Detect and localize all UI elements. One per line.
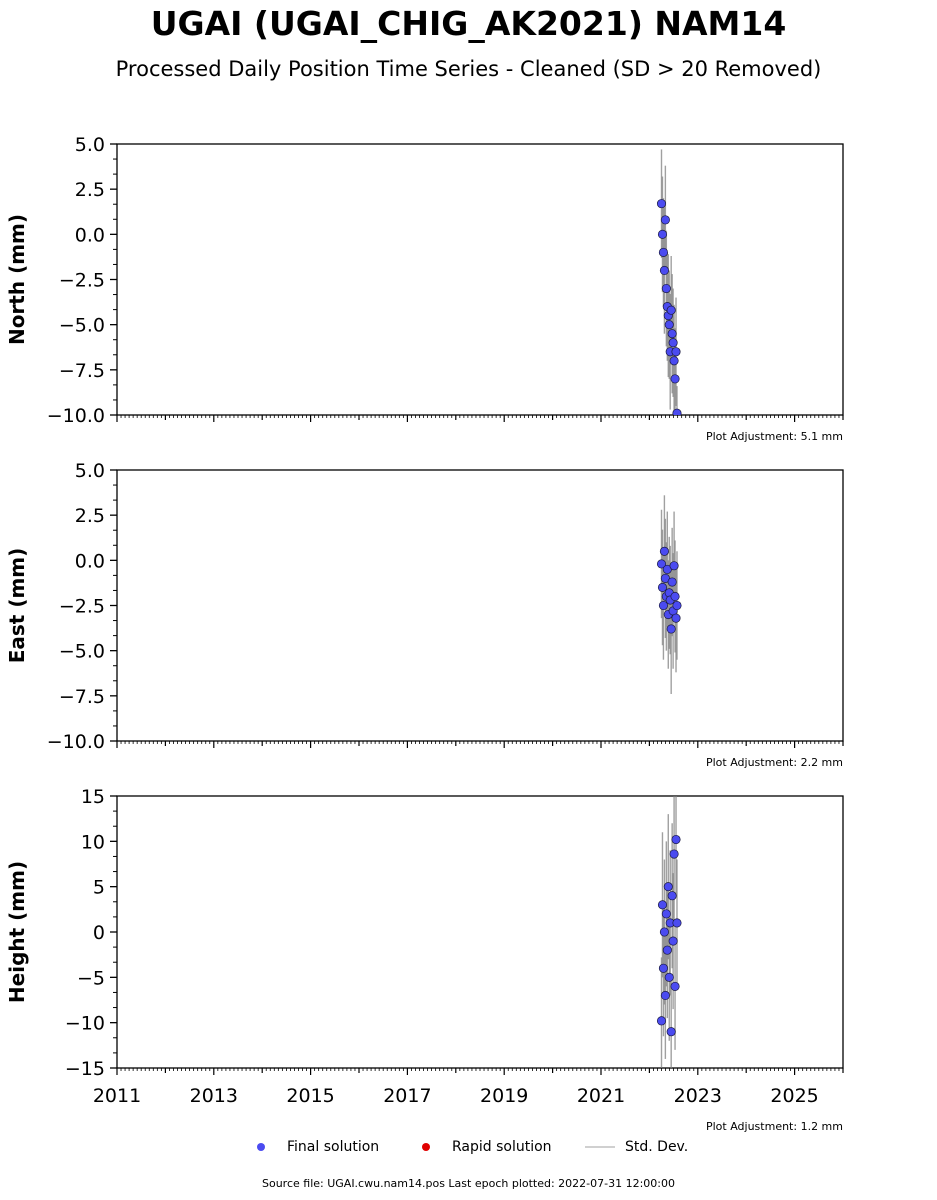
final-solution-marker-icon (257, 1143, 265, 1151)
east-plot-adjustment: Plot Adjustment: 2.2 mm (705, 756, 843, 769)
north-data-point (669, 356, 679, 366)
legend-final-label: Final solution (287, 1139, 380, 1155)
height-data-point (668, 936, 678, 946)
height-y-axis-label: Height (mm) (5, 861, 29, 1003)
north-data-point (666, 305, 676, 315)
north-data-point (667, 329, 677, 339)
north-data-point (661, 283, 671, 294)
height-y-tick-label: 10 (81, 831, 105, 853)
rapid-solution-marker-icon (422, 1143, 430, 1151)
x-tick-label: 2021 (577, 1085, 625, 1107)
x-tick-label: 2019 (480, 1085, 528, 1107)
legend-std: Std. Dev. (585, 1138, 705, 1156)
legend-std-label: Std. Dev. (625, 1139, 689, 1155)
source-footer: Source file: UGAI.cwu.nam14.pos Last epo… (261, 1177, 676, 1190)
std-dev-line-icon (585, 1146, 615, 1148)
north-y-tick-label: −7.5 (59, 360, 105, 382)
north-data-point (672, 408, 682, 415)
north-y-tick-label: −10.0 (47, 405, 105, 427)
north-data-point (671, 347, 681, 357)
height-y-tick-label: −5 (77, 967, 105, 989)
height-plot-adjustment: Plot Adjustment: 1.2 mm (705, 1120, 843, 1133)
legend-rapid: Rapid solution (422, 1138, 562, 1156)
height-data-point (672, 918, 682, 928)
height-data-point (660, 990, 670, 1001)
east-data-point (670, 591, 680, 602)
north-data-point (664, 320, 674, 330)
x-tick-label: 2011 (93, 1085, 141, 1107)
north-y-axis-label: North (mm) (5, 214, 29, 345)
north-data-point (670, 374, 680, 384)
east-y-axis-label: East (mm) (5, 548, 29, 664)
height-data-point (666, 1027, 676, 1037)
east-y-tick-label: −7.5 (59, 686, 105, 708)
east-y-tick-label: 0.0 (75, 550, 105, 572)
height-data-point (657, 900, 668, 910)
height-plot-frame (116, 795, 844, 1069)
height-y-tick-label: 5 (93, 877, 105, 899)
north-y-tick-label: −2.5 (59, 270, 105, 292)
height-data-point (669, 849, 679, 859)
east-y-tick-label: −10.0 (47, 731, 105, 753)
north-y-tick-label: 2.5 (75, 179, 105, 201)
height-data-point (667, 891, 677, 901)
height-data-point (671, 834, 681, 845)
north-data-point (659, 265, 669, 276)
height-data-point (658, 963, 668, 973)
north-data-point (656, 199, 667, 209)
height-y-tick-label: −10 (65, 1013, 105, 1035)
east-data-point (669, 561, 679, 571)
east-plot-frame (116, 469, 844, 742)
legend-final: Final solution (257, 1138, 397, 1156)
north-plot-adjustment: Plot Adjustment: 5.1 mm (705, 430, 843, 443)
chart-subtitle: Processed Daily Position Time Series - C… (115, 57, 822, 81)
north-y-tick-label: 5.0 (75, 134, 105, 156)
north-data-point (657, 229, 668, 239)
chart-title: UGAI (UGAI_CHIG_AK2021) NAM14 (150, 4, 787, 43)
east-data-point (666, 624, 676, 634)
north-data-point (658, 247, 668, 257)
north-y-tick-label: 0.0 (75, 224, 105, 246)
x-tick-label: 2015 (286, 1085, 334, 1107)
height-y-tick-label: 15 (81, 786, 105, 808)
east-data-point (656, 559, 667, 569)
north-data-point (668, 338, 678, 348)
x-tick-label: 2025 (770, 1085, 818, 1107)
height-y-tick-label: 0 (93, 922, 105, 944)
east-data-point (659, 546, 669, 556)
height-data-point (656, 1016, 667, 1026)
east-y-tick-label: −2.5 (59, 596, 105, 618)
height-y-tick-label: −15 (65, 1058, 105, 1080)
x-tick-label: 2013 (190, 1085, 238, 1107)
east-data-point (657, 582, 668, 592)
x-tick-label: 2017 (383, 1085, 431, 1107)
east-data-point (658, 600, 668, 611)
east-data-point (672, 600, 682, 611)
x-tick-label: 2023 (674, 1085, 722, 1107)
height-data-point (659, 927, 669, 937)
north-y-tick-label: −5.0 (59, 315, 105, 337)
height-data-point (663, 882, 673, 892)
east-y-tick-label: 5.0 (75, 460, 105, 482)
north-plot-frame (116, 143, 844, 416)
east-data-point (667, 577, 677, 587)
east-y-tick-label: −5.0 (59, 641, 105, 663)
height-data-point (661, 909, 671, 919)
height-data-point (670, 981, 680, 991)
height-data-point (662, 945, 672, 955)
east-y-tick-label: 2.5 (75, 505, 105, 527)
height-data-point (664, 972, 674, 982)
east-data-point (671, 613, 681, 623)
legend-rapid-label: Rapid solution (452, 1139, 552, 1155)
north-data-point (660, 215, 670, 225)
